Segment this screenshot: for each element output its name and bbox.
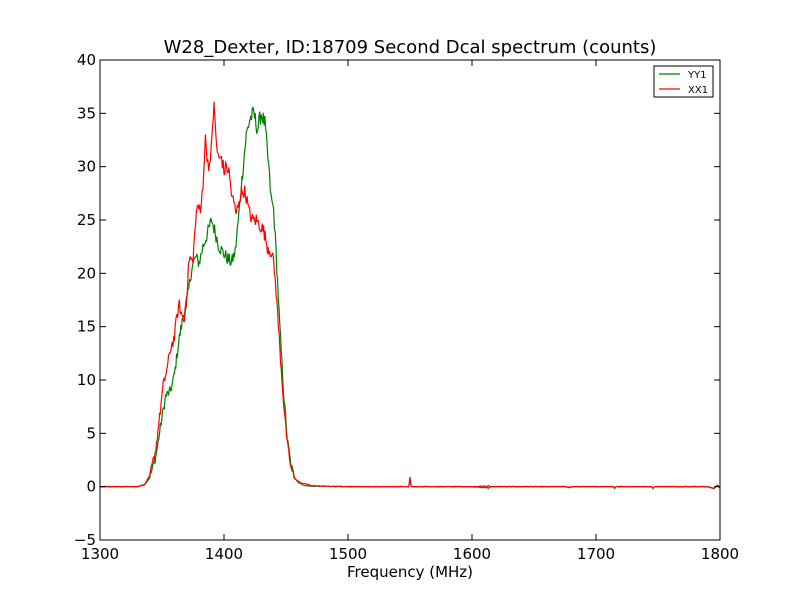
y-tick-label: 15 [77,318,96,336]
x-tick-label: 1600 [453,545,491,563]
x-axis-label: Frequency (MHz) [347,563,473,581]
chart-title: W28_Dexter, ID:18709 Second Dcal spectru… [164,37,657,58]
legend-label-yy1: YY1 [687,70,707,81]
y-tick-label: 35 [77,104,96,122]
y-tick-label: −5 [74,531,96,549]
series-lines [99,101,721,490]
y-tick-label: 25 [77,211,96,229]
plot-area [100,60,720,540]
legend-box [653,65,714,98]
y-tick-label: 40 [77,51,96,69]
legend-label-xx1: XX1 [688,85,708,96]
x-tick-label: 1700 [577,545,615,563]
x-tick-label: 1500 [329,545,367,563]
y-tick-label: 10 [77,371,96,389]
axis-ticks: 1300 1400 1500 1600 1700 1800 −5 0 5 10 15 20 25 30 35… [74,51,739,563]
y-tick-label: 30 [77,158,96,176]
x-tick-label: 1400 [205,545,243,563]
y-tick-label: 5 [86,424,96,442]
legend: YY1 XX1 [653,65,714,98]
series-line-xx1 [99,101,721,490]
y-tick-label: 20 [77,264,96,282]
plot-frame [99,59,721,541]
y-tick-label: 0 [86,478,96,496]
x-tick-label: 1300 [81,545,119,563]
x-tick-label: 1800 [701,545,739,563]
